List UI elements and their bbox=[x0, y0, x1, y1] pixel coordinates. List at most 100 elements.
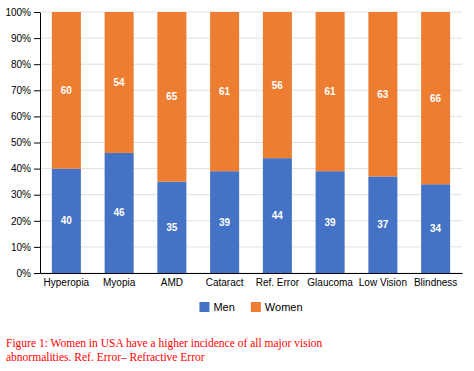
y-tick-mark bbox=[34, 221, 40, 222]
caption-line: Figure 1: Women in USA have a higher inc… bbox=[6, 337, 323, 350]
data-label: 35 bbox=[166, 222, 178, 233]
y-tick-label: 90% bbox=[11, 33, 31, 44]
data-label: 56 bbox=[272, 80, 284, 91]
caption: Figure 1: Women in USA have a higher inc… bbox=[6, 337, 323, 363]
data-label: 63 bbox=[377, 89, 389, 100]
grid-line bbox=[40, 194, 462, 195]
y-tick-label: 10% bbox=[11, 242, 31, 253]
grid-line bbox=[40, 64, 462, 65]
data-label: 37 bbox=[377, 219, 389, 230]
y-tick-label: 80% bbox=[11, 59, 31, 70]
y-tick-mark bbox=[34, 247, 40, 248]
x-tick: Myopia bbox=[103, 277, 136, 288]
legend-label: Men bbox=[213, 301, 234, 313]
y-tick: 100% bbox=[5, 7, 40, 18]
data-label: 39 bbox=[219, 217, 231, 228]
x-tick-label: Low Vision bbox=[359, 277, 407, 288]
data-label: 34 bbox=[430, 223, 442, 234]
y-tick: 60% bbox=[11, 111, 40, 122]
x-tick: AMD bbox=[161, 277, 183, 288]
y-tick: 40% bbox=[11, 163, 40, 174]
x-tick-label: Myopia bbox=[103, 277, 136, 288]
x-tick-label: Blindness bbox=[414, 277, 457, 288]
data-label: 66 bbox=[430, 93, 442, 104]
x-tick: Low Vision bbox=[359, 277, 407, 288]
y-tick: 20% bbox=[11, 216, 40, 227]
y-tick-label: 0% bbox=[17, 268, 32, 279]
bar bbox=[263, 12, 292, 158]
legend-label: Women bbox=[265, 301, 303, 313]
y-tick-mark bbox=[34, 273, 40, 274]
y-tick-mark bbox=[34, 12, 40, 13]
bar bbox=[52, 12, 81, 169]
legend-swatch bbox=[251, 302, 261, 312]
y-axis: 0% 10% 20% 30% 40% 50% 60% 70% 80% 90% 100% bbox=[5, 7, 40, 279]
grid-line bbox=[40, 220, 462, 221]
x-tick-label: Hyperopia bbox=[44, 277, 90, 288]
data-label: 46 bbox=[114, 207, 126, 218]
y-tick-label: 70% bbox=[11, 85, 31, 96]
x-tick-label: AMD bbox=[161, 277, 183, 288]
bar bbox=[316, 171, 345, 273]
caption-line: abnormalities. Ref. Error– Refractive Er… bbox=[6, 351, 205, 363]
bar bbox=[421, 184, 450, 273]
bar bbox=[316, 12, 345, 171]
data-label: 60 bbox=[61, 85, 73, 96]
y-tick: 10% bbox=[11, 242, 40, 253]
x-axis: Hyperopia Myopia AMD Cataract Ref. Error Glau… bbox=[41, 274, 463, 289]
data-label: 39 bbox=[325, 217, 337, 228]
legend-item: Men bbox=[199, 301, 234, 313]
legend-swatch bbox=[199, 302, 209, 312]
bars bbox=[52, 12, 450, 273]
y-tick: 50% bbox=[11, 137, 40, 148]
data-label: 61 bbox=[219, 86, 231, 97]
grid-line bbox=[40, 90, 462, 91]
y-tick-mark bbox=[34, 90, 40, 91]
x-tick: Hyperopia bbox=[44, 277, 90, 288]
legend-item: Women bbox=[251, 301, 303, 313]
bar bbox=[421, 12, 450, 184]
data-label: 65 bbox=[166, 91, 178, 102]
legend: Men Women bbox=[199, 301, 302, 313]
grid bbox=[40, 12, 462, 273]
bar bbox=[368, 176, 397, 273]
plot: 0% 10% 20% 30% 40% 50% 60% 70% 80% 90% 100% Hyperop… bbox=[5, 7, 462, 288]
x-tick-label: Glaucoma bbox=[307, 277, 353, 288]
y-tick-mark bbox=[34, 195, 40, 196]
grid-line bbox=[40, 142, 462, 143]
y-tick-label: 20% bbox=[11, 216, 31, 227]
y-tick-label: 50% bbox=[11, 137, 31, 148]
grid-line bbox=[40, 168, 462, 169]
bar bbox=[157, 12, 186, 182]
data-label: 44 bbox=[272, 210, 284, 221]
bar bbox=[210, 171, 239, 273]
y-tick: 80% bbox=[11, 59, 40, 70]
bar bbox=[368, 12, 397, 176]
y-tick: 30% bbox=[11, 189, 40, 200]
grid-line bbox=[40, 273, 462, 274]
y-tick-label: 100% bbox=[5, 7, 31, 18]
chart: 0% 10% 20% 30% 40% 50% 60% 70% 80% 90% 100% Hyperop… bbox=[0, 0, 474, 371]
y-tick-label: 40% bbox=[11, 163, 31, 174]
grid-line bbox=[40, 246, 462, 247]
y-tick-label: 60% bbox=[11, 111, 31, 122]
data-label: 61 bbox=[325, 86, 337, 97]
bar bbox=[52, 169, 81, 273]
x-tick: Cataract bbox=[206, 277, 244, 288]
y-tick-label: 30% bbox=[11, 189, 31, 200]
grid-line bbox=[40, 116, 462, 117]
bar bbox=[210, 12, 239, 171]
data-label: 40 bbox=[61, 215, 73, 226]
bar bbox=[157, 182, 186, 273]
y-tick-mark bbox=[34, 38, 40, 39]
y-tick: 90% bbox=[11, 33, 40, 44]
x-tick-label: Cataract bbox=[206, 277, 244, 288]
y-tick: 0% bbox=[17, 268, 40, 279]
bar bbox=[105, 153, 134, 273]
y-axis-line bbox=[40, 13, 41, 274]
grid-line bbox=[40, 38, 462, 39]
x-tick: Blindness bbox=[414, 277, 457, 288]
y-tick-mark bbox=[34, 64, 40, 65]
bar bbox=[263, 158, 292, 273]
x-tick-label: Ref. Error bbox=[256, 277, 300, 288]
